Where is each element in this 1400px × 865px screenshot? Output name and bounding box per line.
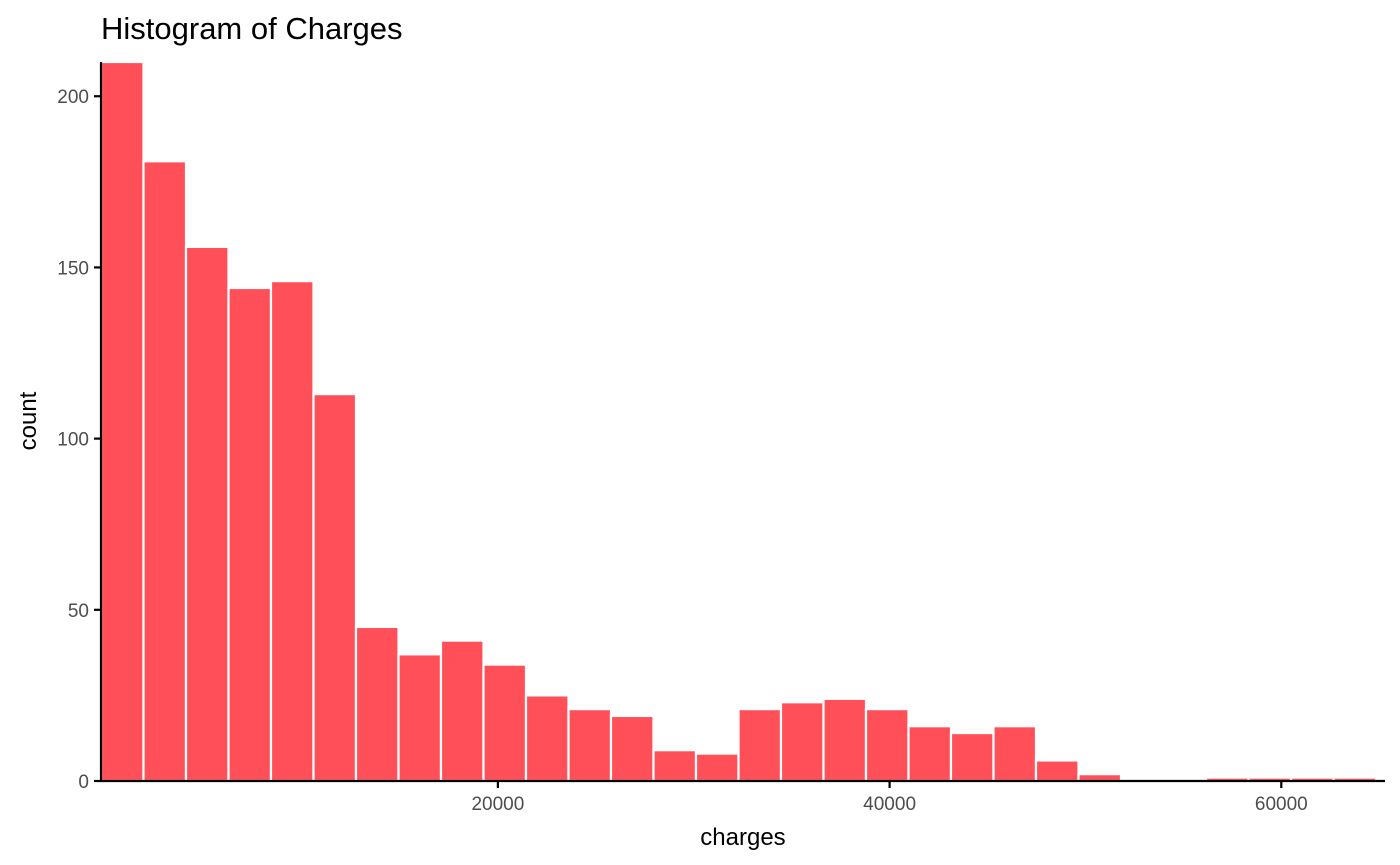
histogram-bar xyxy=(992,725,1038,783)
histogram-bar xyxy=(439,639,485,783)
histogram-bar xyxy=(312,393,358,783)
x-tick-label: 60000 xyxy=(1255,794,1308,815)
histogram-bar xyxy=(227,286,273,783)
y-tick-label: 50 xyxy=(68,601,89,622)
histogram-bar xyxy=(822,697,868,783)
histogram-bar xyxy=(652,749,698,783)
histogram-bar xyxy=(949,731,995,783)
histogram-bar xyxy=(694,752,740,783)
y-tick-label: 0 xyxy=(78,772,89,793)
histogram-bar xyxy=(184,245,230,783)
y-axis-title: count xyxy=(15,391,42,450)
histogram-bar xyxy=(524,694,570,783)
histogram-bar xyxy=(609,714,655,783)
histogram-bar xyxy=(737,707,783,783)
histogram-bar xyxy=(864,707,910,783)
x-axis-ticks: 20000 40000 60000 xyxy=(471,781,1308,815)
y-tick-label: 200 xyxy=(57,87,89,108)
histogram-bar xyxy=(907,725,953,783)
histogram-bar xyxy=(397,653,443,783)
bars-group xyxy=(99,60,1378,783)
histogram-bar xyxy=(269,280,315,783)
histogram-bar xyxy=(142,160,188,783)
x-axis-title: charges xyxy=(700,824,785,851)
chart-title: Histogram of Charges xyxy=(101,11,403,46)
histogram-bar xyxy=(482,663,528,783)
histogram-bar xyxy=(354,625,400,783)
y-tick-label: 100 xyxy=(57,430,89,451)
histogram-bar xyxy=(1034,759,1080,783)
histogram-bar xyxy=(779,701,825,783)
histogram-bar xyxy=(567,707,613,783)
histogram-bar xyxy=(99,60,145,783)
y-tick-label: 150 xyxy=(57,258,89,279)
x-tick-label: 40000 xyxy=(863,794,916,815)
x-tick-label: 20000 xyxy=(471,794,524,815)
y-axis-ticks: 0 50 100 150 200 xyxy=(57,87,101,793)
